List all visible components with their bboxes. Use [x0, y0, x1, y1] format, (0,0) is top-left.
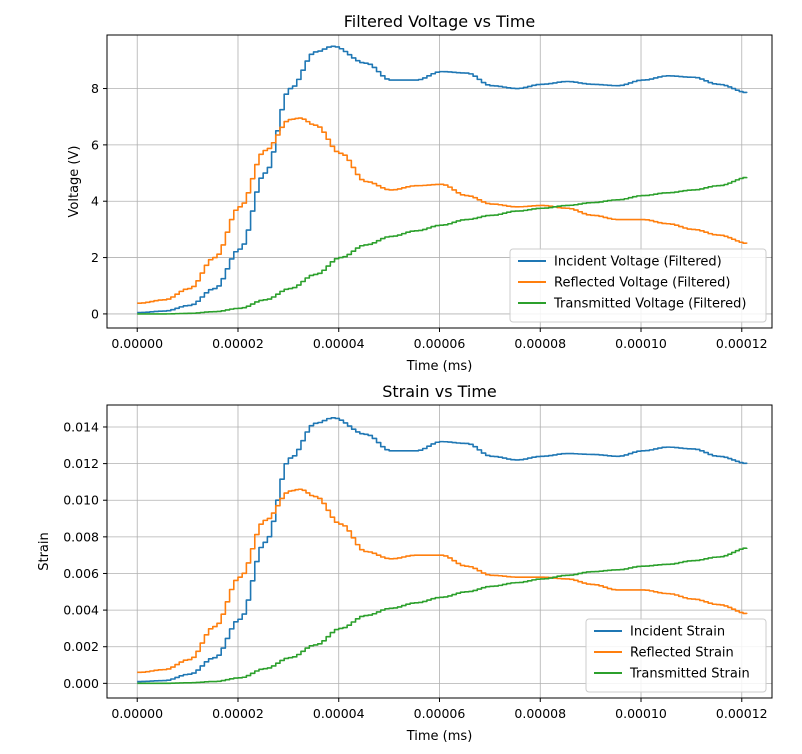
y-tick-label: 0.008: [63, 529, 99, 544]
series-group: [137, 45, 748, 315]
legend-entry: Transmitted Strain: [629, 667, 750, 682]
legend-entry: Incident Voltage (Filtered): [554, 255, 722, 270]
y-axis-label: Strain: [37, 532, 52, 571]
chart-title: Strain vs Time: [382, 382, 497, 401]
chart-title: Filtered Voltage vs Time: [344, 12, 536, 31]
x-tick-label: 0.00000: [111, 336, 163, 351]
chart-panel-1: 0.00000 0.00002 0.00004 0.00006 0.00008 0.000…: [67, 12, 773, 374]
series-line-3: [137, 547, 748, 685]
x-tick-label: 0.00008: [514, 706, 566, 721]
y-tick-label: 0.004: [63, 603, 99, 618]
legend: Incident Voltage (Filtered) Reflected Vol…: [509, 248, 767, 323]
x-axis-label: Time (ms): [406, 729, 473, 744]
x-tick-label: 0.00010: [615, 336, 667, 351]
legend-box: [585, 618, 767, 693]
series-line-2: [137, 488, 748, 674]
series-line-2: [137, 117, 748, 305]
x-tick-label: 0.00010: [615, 706, 667, 721]
x-tick-label: 0.00008: [514, 336, 566, 351]
legend-box: [509, 248, 767, 323]
x-tick-label: 0.00000: [111, 706, 163, 721]
y-tick-label: 0.014: [63, 419, 99, 434]
y-tick-label: 0.006: [63, 566, 99, 581]
x-axis-label: Time (ms): [406, 359, 473, 374]
y-tick-label: 0.000: [63, 676, 99, 691]
series-line-3: [137, 176, 748, 315]
x-tick-label: 0.00002: [212, 336, 264, 351]
series-line-1: [137, 45, 748, 314]
y-tick-label: 6: [91, 137, 99, 152]
y-tick-label: 0.012: [63, 456, 99, 471]
series-line-1: [137, 417, 748, 683]
x-tick-label: 0.00004: [313, 336, 365, 351]
y-axis-label: Voltage (V): [67, 146, 82, 218]
x-tick-label: 0.00012: [716, 336, 768, 351]
y-tick-label: 4: [91, 194, 99, 209]
x-tick-label: 0.00002: [212, 706, 264, 721]
series-group: [137, 417, 748, 685]
y-tick-label: 0: [91, 306, 99, 321]
legend-entry: Reflected Voltage (Filtered): [554, 276, 730, 291]
y-tick-label: 8: [91, 81, 99, 96]
x-tick-label: 0.00006: [414, 336, 466, 351]
legend-entry: Incident Strain: [630, 625, 725, 640]
y-tick-label: 2: [91, 250, 99, 265]
legend-entry: Reflected Strain: [630, 646, 734, 661]
chart-panel-2: 0.00000 0.00002 0.00004 0.00006 0.00008 0.000…: [37, 382, 773, 744]
y-tick-label: 0.002: [63, 639, 99, 654]
legend-entry: Transmitted Voltage (Filtered): [553, 297, 746, 312]
x-tick-label: 0.00012: [716, 706, 768, 721]
legend: Incident Strain Reflected Strain Transmitt…: [585, 618, 767, 693]
y-tick-label: 0.010: [63, 493, 99, 508]
x-tick-label: 0.00004: [313, 706, 365, 721]
x-tick-label: 0.00006: [414, 706, 466, 721]
